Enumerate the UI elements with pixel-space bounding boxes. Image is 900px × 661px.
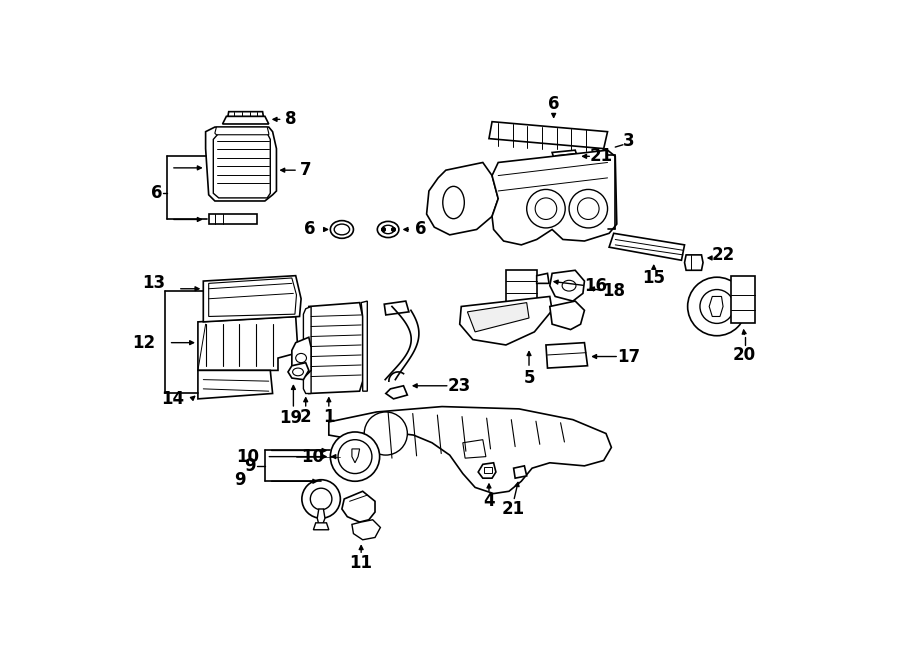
Text: 7: 7	[300, 161, 311, 179]
Text: 13: 13	[141, 274, 165, 292]
Ellipse shape	[334, 224, 349, 235]
Polygon shape	[463, 440, 486, 458]
Text: 10: 10	[302, 447, 324, 465]
Polygon shape	[205, 127, 276, 201]
Text: 11: 11	[349, 554, 373, 572]
Text: 6: 6	[548, 95, 560, 113]
Polygon shape	[328, 407, 611, 494]
Polygon shape	[228, 112, 264, 116]
Text: 9: 9	[244, 457, 256, 475]
Polygon shape	[685, 255, 703, 270]
Circle shape	[536, 198, 557, 219]
Polygon shape	[313, 523, 328, 529]
Polygon shape	[352, 449, 360, 463]
Polygon shape	[709, 297, 723, 317]
Polygon shape	[209, 278, 296, 317]
Bar	[731, 276, 755, 323]
Polygon shape	[506, 270, 536, 307]
Polygon shape	[386, 386, 408, 399]
Text: 12: 12	[132, 334, 156, 352]
Polygon shape	[352, 520, 381, 540]
Polygon shape	[213, 134, 270, 198]
Ellipse shape	[382, 225, 394, 234]
Text: 16: 16	[584, 277, 607, 295]
Text: 19: 19	[279, 409, 302, 427]
Ellipse shape	[443, 186, 464, 219]
Ellipse shape	[330, 221, 354, 239]
Polygon shape	[552, 150, 579, 163]
Text: 6: 6	[151, 184, 163, 202]
Text: 21: 21	[590, 147, 613, 165]
Text: 21: 21	[502, 500, 526, 518]
Circle shape	[310, 488, 332, 510]
Polygon shape	[292, 337, 311, 375]
Polygon shape	[550, 301, 584, 330]
Polygon shape	[460, 297, 552, 345]
Circle shape	[526, 190, 565, 228]
Text: 6: 6	[416, 221, 427, 239]
Circle shape	[700, 290, 734, 323]
Circle shape	[688, 277, 746, 336]
Circle shape	[569, 190, 608, 228]
Text: 18: 18	[602, 282, 626, 300]
Text: 4: 4	[483, 492, 495, 510]
Polygon shape	[492, 150, 616, 245]
Circle shape	[338, 440, 372, 473]
Text: 14: 14	[161, 390, 184, 408]
Circle shape	[330, 432, 380, 481]
Ellipse shape	[292, 368, 303, 375]
Circle shape	[578, 198, 599, 219]
Polygon shape	[309, 303, 363, 393]
Ellipse shape	[562, 280, 576, 291]
Polygon shape	[318, 509, 325, 524]
Text: 15: 15	[643, 269, 665, 287]
Text: 20: 20	[733, 346, 756, 364]
Text: 8: 8	[284, 110, 296, 128]
Text: 23: 23	[448, 377, 472, 395]
Polygon shape	[514, 466, 526, 478]
Bar	[484, 467, 492, 473]
Polygon shape	[384, 301, 409, 315]
Text: 9: 9	[234, 471, 246, 488]
Polygon shape	[546, 342, 588, 368]
Polygon shape	[303, 307, 311, 393]
Circle shape	[364, 412, 408, 455]
Text: 2: 2	[300, 408, 311, 426]
Text: 17: 17	[617, 348, 641, 366]
Polygon shape	[198, 317, 298, 370]
Text: 10: 10	[237, 447, 259, 465]
Text: 3: 3	[624, 132, 634, 150]
Text: 6: 6	[304, 221, 315, 239]
Circle shape	[302, 480, 340, 518]
Polygon shape	[467, 303, 529, 332]
Text: 22: 22	[711, 246, 734, 264]
Ellipse shape	[377, 221, 399, 237]
Ellipse shape	[296, 354, 307, 363]
Text: 1: 1	[323, 408, 335, 426]
Polygon shape	[489, 122, 608, 149]
Polygon shape	[209, 214, 257, 224]
Polygon shape	[427, 163, 499, 235]
Polygon shape	[609, 233, 685, 260]
Polygon shape	[288, 363, 309, 379]
Polygon shape	[536, 274, 549, 284]
Polygon shape	[550, 270, 584, 301]
Polygon shape	[222, 116, 269, 124]
Polygon shape	[478, 463, 496, 478]
Text: 5: 5	[523, 369, 535, 387]
Polygon shape	[361, 301, 367, 391]
Polygon shape	[215, 127, 269, 135]
Polygon shape	[342, 491, 375, 522]
Polygon shape	[203, 276, 302, 322]
Polygon shape	[198, 370, 273, 399]
